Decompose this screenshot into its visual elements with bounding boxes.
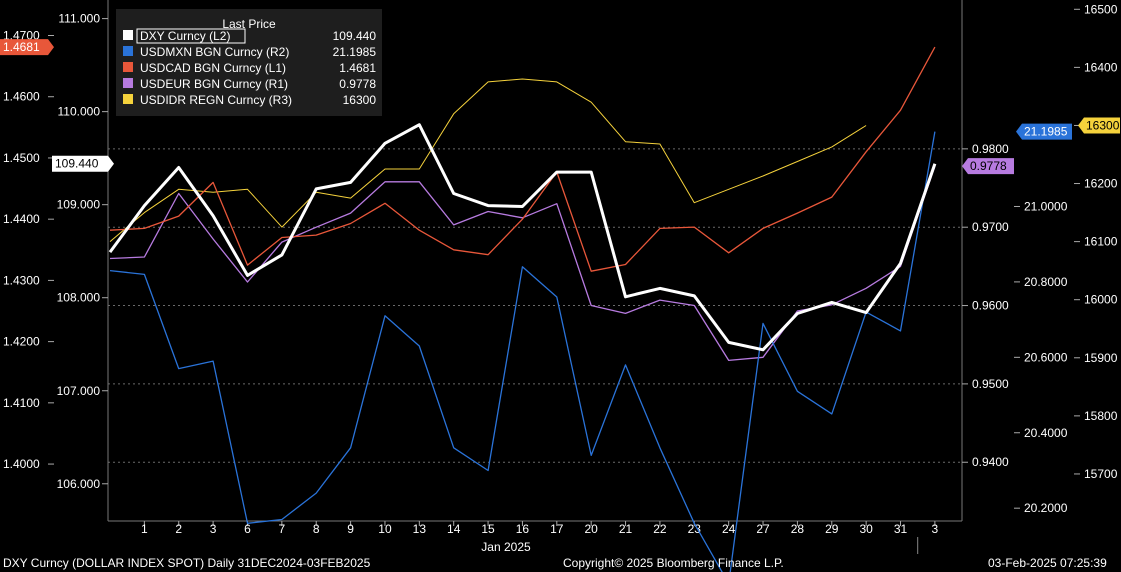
series-usdidr-regn-curncy (109, 78, 867, 242)
legend-value-4: 16300 (343, 93, 377, 107)
x-tick-label-7: 10 (378, 522, 392, 536)
tick-label-r1-2: 0.9600 (972, 299, 1009, 313)
footer-ticker-info: DXY Curncy (DOLLAR INDEX SPOT) Daily 31D… (3, 556, 371, 570)
tick-label-l2-5: 106.000 (57, 477, 101, 491)
legend-swatch-4 (123, 94, 133, 104)
x-tick-label-1: 2 (175, 522, 182, 536)
legend-title: Last Price (222, 17, 276, 31)
tick-label-r2-0: 21.0000 (1024, 199, 1068, 213)
last-value-label-r2: 21.1985 (1024, 125, 1068, 139)
last-value-label-r1: 0.9778 (970, 159, 1007, 173)
last-value-tag-l1 (0, 39, 54, 56)
x-tick-label-17: 24 (722, 522, 736, 536)
tick-label-r2-3: 20.4000 (1024, 426, 1068, 440)
legend-value-3: 0.9778 (339, 77, 376, 91)
last-value-label-r3: 16300 (1086, 118, 1120, 132)
tick-label-l2-4: 107.000 (57, 384, 101, 398)
x-tick-label-10: 15 (481, 522, 495, 536)
last-value-tags: 1.4681 109.440 21.1985 0.9778 16300 (0, 39, 1120, 175)
tick-label-l1-1: 1.4600 (3, 90, 40, 104)
series-usdmxn-bgn-curncy (109, 131, 936, 572)
x-tick-label-0: 1 (141, 522, 148, 536)
tick-label-l1-6: 1.4100 (3, 396, 40, 410)
tick-label-r1-3: 0.9500 (972, 377, 1009, 391)
tick-label-l1-3: 1.4400 (3, 212, 40, 226)
series-dxy-curncy (108, 123, 937, 352)
x-tick-label-11: 16 (516, 522, 530, 536)
x-tick-label-5: 8 (313, 522, 320, 536)
legend-value-0: 109.440 (333, 29, 377, 43)
x-tick-label-6: 9 (347, 522, 354, 536)
tick-label-l2-2: 109.000 (57, 198, 101, 212)
legend-box (116, 9, 382, 116)
legend-swatch-1 (123, 46, 133, 56)
series-usdeur-bgn-curncy (109, 165, 936, 362)
tick-label-r2-1: 20.8000 (1024, 275, 1068, 289)
x-tick-label-15: 22 (653, 522, 667, 536)
last-value-tag-r2 (1016, 123, 1072, 140)
tick-label-l1-4: 1.4300 (3, 273, 40, 287)
footer-timestamp: 03-Feb-2025 07:25:39 (988, 556, 1107, 570)
last-value-label-l1: 1.4681 (3, 40, 40, 54)
last-value-tag-r3 (1078, 117, 1120, 134)
last-value-tag-r1 (962, 158, 1014, 175)
x-tick-label-4: 7 (279, 522, 286, 536)
series-usdcad-bgn-curncy (109, 46, 936, 272)
x-tick-label-20: 29 (825, 522, 839, 536)
tick-label-r3-1: 16400 (1084, 60, 1118, 74)
tick-label-l2-0: 111.000 (58, 12, 100, 26)
x-tick-label-13: 20 (585, 522, 599, 536)
legend-label-4: USDIDR REGN Curncy (R3) (140, 93, 292, 107)
legend-label-0: DXY Curncy (L2) (140, 29, 230, 43)
legend-value-2: 1.4681 (339, 61, 376, 75)
x-tick-label-12: 17 (550, 522, 564, 536)
x-tick-label-2: 3 (210, 522, 217, 536)
tick-label-r2-2: 20.6000 (1024, 350, 1068, 364)
tick-label-r2-4: 20.2000 (1024, 501, 1068, 515)
x-tick-label-9: 14 (447, 522, 461, 536)
tick-label-l2-1: 110.000 (58, 105, 101, 119)
tick-label-l1-7: 1.4000 (3, 457, 40, 471)
legend-swatch-0 (123, 30, 133, 40)
tick-label-r3-8: 15700 (1084, 467, 1118, 481)
tick-label-r1-4: 0.9400 (972, 455, 1009, 469)
x-month-label: Jan 2025 (481, 540, 531, 554)
tick-label-r3-4: 16100 (1084, 235, 1118, 249)
tick-label-r1-1: 0.9700 (972, 220, 1009, 234)
tick-label-r3-0: 16500 (1084, 2, 1118, 16)
x-tick-label-14: 21 (619, 522, 633, 536)
axes: 1.4700 1.4600 1.4500 1.4400 1.4300 1.4200 1.41… (3, 0, 1118, 554)
last-value-tag-l2 (52, 155, 114, 172)
x-tick-label-3: 6 (244, 522, 251, 536)
x-tick-label-22: 31 (894, 522, 908, 536)
tick-label-l1-0: 1.4700 (3, 29, 40, 43)
footer-copyright: Copyright© 2025 Bloomberg Finance L.P. (563, 556, 784, 570)
x-tick-label-18: 27 (756, 522, 770, 536)
last-value-label-l2: 109.440 (55, 157, 99, 171)
tick-label-l1-2: 1.4500 (3, 151, 40, 165)
tick-label-r3-7: 15800 (1084, 409, 1118, 423)
legend-label-2: USDCAD BGN Curncy (L1) (140, 61, 286, 75)
x-tick-label-21: 30 (859, 522, 873, 536)
tick-label-r3-3: 16200 (1084, 177, 1118, 191)
tick-label-l2-3: 108.000 (57, 291, 101, 305)
series-lines (108, 46, 937, 572)
legend-highlight (136, 28, 246, 44)
legend-label-1: USDMXN BGN Curncy (R2) (140, 45, 289, 59)
x-tick-label-19: 28 (791, 522, 805, 536)
legend-value-1: 21.1985 (333, 45, 377, 59)
x-tick-label-16: 23 (688, 522, 702, 536)
legend-swatch-2 (123, 62, 133, 72)
legend-label-3: USDEUR BGN Curncy (R1) (140, 77, 288, 91)
tick-label-r3-6: 15900 (1084, 351, 1118, 365)
tick-label-r1-0: 0.9800 (972, 142, 1009, 156)
legend-swatch-3 (123, 78, 133, 88)
x-tick-label-23: 3 (932, 522, 939, 536)
tick-label-l1-5: 1.4200 (3, 335, 40, 349)
tick-label-r3-5: 16000 (1084, 293, 1118, 307)
x-tick-label-8: 13 (413, 522, 427, 536)
